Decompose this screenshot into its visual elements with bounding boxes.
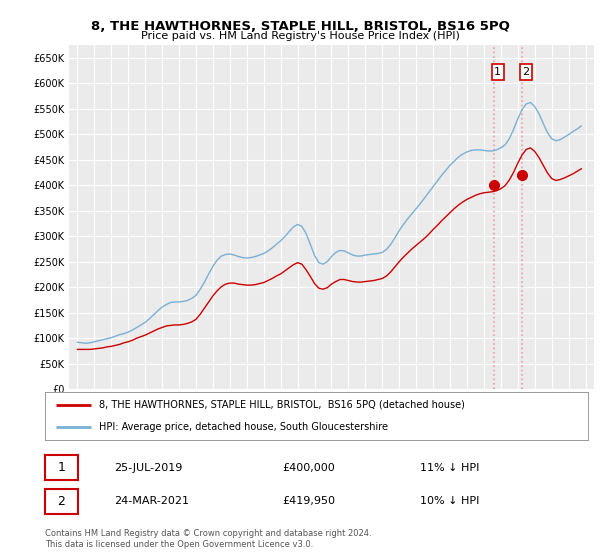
Text: 2: 2 — [523, 67, 529, 77]
Text: 1: 1 — [58, 461, 65, 474]
Text: HPI: Average price, detached house, South Gloucestershire: HPI: Average price, detached house, Sout… — [100, 422, 388, 432]
Text: 1: 1 — [494, 67, 502, 77]
Text: 24-MAR-2021: 24-MAR-2021 — [114, 496, 189, 506]
Text: 2: 2 — [58, 494, 65, 508]
Text: £419,950: £419,950 — [282, 496, 335, 506]
Text: 8, THE HAWTHORNES, STAPLE HILL, BRISTOL,  BS16 5PQ (detached house): 8, THE HAWTHORNES, STAPLE HILL, BRISTOL,… — [100, 400, 465, 410]
Text: 8, THE HAWTHORNES, STAPLE HILL, BRISTOL, BS16 5PQ: 8, THE HAWTHORNES, STAPLE HILL, BRISTOL,… — [91, 20, 509, 32]
Text: 10% ↓ HPI: 10% ↓ HPI — [420, 496, 479, 506]
Text: Contains HM Land Registry data © Crown copyright and database right 2024.
This d: Contains HM Land Registry data © Crown c… — [45, 529, 371, 549]
Text: Price paid vs. HM Land Registry's House Price Index (HPI): Price paid vs. HM Land Registry's House … — [140, 31, 460, 41]
Text: 25-JUL-2019: 25-JUL-2019 — [114, 463, 182, 473]
Text: 11% ↓ HPI: 11% ↓ HPI — [420, 463, 479, 473]
Text: £400,000: £400,000 — [282, 463, 335, 473]
